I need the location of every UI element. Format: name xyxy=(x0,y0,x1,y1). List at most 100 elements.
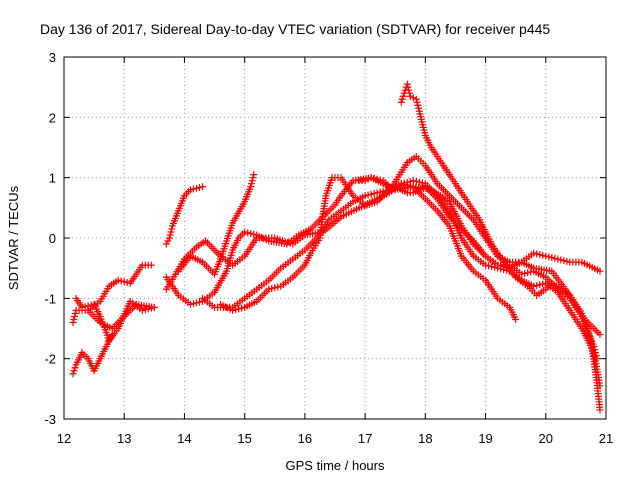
data-marker xyxy=(192,299,200,307)
grid xyxy=(64,57,606,419)
data-marker xyxy=(414,101,422,109)
data-marker xyxy=(274,283,282,291)
data-marker xyxy=(404,83,412,91)
data-marker xyxy=(70,315,78,323)
data-point xyxy=(265,285,273,293)
data-point xyxy=(412,95,420,103)
data-marker xyxy=(364,175,372,183)
data-marker xyxy=(268,285,276,293)
data-marker xyxy=(557,256,565,264)
data-marker xyxy=(563,257,571,265)
data-point xyxy=(199,183,207,191)
x-tick-label: 17 xyxy=(358,431,372,446)
data-marker xyxy=(71,364,79,372)
data-marker xyxy=(533,250,541,258)
data-marker xyxy=(488,263,496,271)
data-marker xyxy=(418,179,426,187)
data-marker xyxy=(521,269,529,277)
data-marker xyxy=(120,278,128,286)
data-point xyxy=(247,183,255,191)
data-marker xyxy=(412,177,420,185)
data-point xyxy=(373,189,381,197)
data-marker xyxy=(536,281,544,289)
data-marker xyxy=(81,303,89,311)
data-marker xyxy=(248,177,256,185)
data-marker xyxy=(147,304,155,312)
data-point xyxy=(397,98,405,106)
x-tick-label: 19 xyxy=(478,431,492,446)
data-marker xyxy=(168,225,176,233)
data-marker xyxy=(196,183,203,191)
data-point xyxy=(250,171,258,179)
data-point xyxy=(518,270,526,278)
data-marker xyxy=(524,269,532,277)
data-marker xyxy=(370,174,378,182)
data-marker xyxy=(249,174,257,182)
data-marker xyxy=(415,104,423,112)
x-tick-label: 21 xyxy=(599,431,613,446)
data-marker xyxy=(117,277,125,285)
data-point xyxy=(114,276,122,284)
data-point xyxy=(229,306,237,314)
data-marker xyxy=(405,86,413,94)
series-track-11 xyxy=(355,174,604,339)
data-marker xyxy=(235,305,243,313)
data-marker xyxy=(539,251,547,259)
data-point xyxy=(78,303,86,311)
data-point xyxy=(406,92,414,100)
data-marker xyxy=(123,278,131,286)
data-marker xyxy=(415,178,423,186)
data-marker xyxy=(370,190,378,198)
series-track-3 xyxy=(72,294,158,345)
data-marker xyxy=(192,184,200,192)
data-marker xyxy=(379,187,387,195)
data-point xyxy=(147,261,155,269)
data-point xyxy=(241,228,249,236)
x-tick-label: 16 xyxy=(298,431,312,446)
y-tick-label: 0 xyxy=(49,231,56,246)
data-point xyxy=(397,180,405,188)
data-point xyxy=(69,370,77,378)
data-marker xyxy=(533,282,541,290)
y-tick-label: 1 xyxy=(49,171,56,186)
data-marker xyxy=(144,305,152,313)
data-marker xyxy=(250,230,258,238)
data-marker xyxy=(539,280,547,288)
data-point xyxy=(186,186,194,194)
data-marker xyxy=(400,179,408,187)
data-marker xyxy=(413,98,421,106)
data-point xyxy=(361,177,369,185)
data-marker xyxy=(545,253,553,261)
y-axis-label: SDTVAR / TECUs xyxy=(6,185,21,290)
data-marker xyxy=(399,92,407,100)
data-marker xyxy=(247,180,255,188)
data-point xyxy=(596,267,604,275)
data-point xyxy=(596,406,604,414)
data-series xyxy=(69,80,604,414)
x-tick-label: 13 xyxy=(117,431,131,446)
data-marker xyxy=(71,309,79,317)
data-marker xyxy=(244,229,252,237)
data-marker xyxy=(141,306,149,314)
data-point xyxy=(138,306,146,314)
data-marker xyxy=(398,95,406,103)
y-tick-label: -1 xyxy=(44,291,56,306)
y-tick-label: 3 xyxy=(49,50,56,65)
data-point xyxy=(150,303,158,311)
data-point xyxy=(542,252,550,260)
data-point xyxy=(165,234,173,242)
data-marker xyxy=(71,312,79,320)
data-marker xyxy=(247,229,255,237)
data-point xyxy=(512,315,520,323)
data-marker xyxy=(560,257,568,265)
data-marker xyxy=(376,188,384,196)
data-marker xyxy=(232,306,240,314)
chart-title: Day 136 of 2017, Sidereal Day-to-day VTE… xyxy=(40,21,550,37)
y-tick-label: 2 xyxy=(49,110,56,125)
data-point xyxy=(186,300,194,308)
data-marker xyxy=(238,304,246,312)
x-tick-label: 18 xyxy=(418,431,432,446)
x-tick-label: 14 xyxy=(177,431,191,446)
